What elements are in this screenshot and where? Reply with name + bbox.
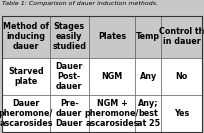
Bar [2, 95, 50, 132]
Bar [161, 95, 202, 132]
Text: Dauer
pheromone/
ascarosides: Dauer pheromone/ ascarosides [0, 99, 53, 128]
Bar [2, 58, 50, 95]
Bar [89, 58, 135, 95]
Bar [50, 16, 89, 58]
Bar [2, 16, 202, 132]
Text: Method of
inducing
dauer: Method of inducing dauer [3, 22, 49, 51]
Bar [50, 58, 89, 95]
Bar [135, 16, 161, 58]
Bar [89, 95, 135, 132]
Bar [89, 16, 135, 58]
Text: Any;
best
at 25: Any; best at 25 [136, 99, 160, 128]
Bar [161, 58, 202, 95]
Bar [2, 16, 50, 58]
Text: Pre-
dauer
Dauer: Pre- dauer Dauer [55, 99, 83, 128]
Text: No: No [175, 72, 187, 81]
Bar [135, 58, 161, 95]
Text: Any: Any [140, 72, 157, 81]
Text: Dauer
Post-
dauer: Dauer Post- dauer [55, 62, 83, 91]
Text: NGM +
pheromone/
ascarosides: NGM + pheromone/ ascarosides [85, 99, 139, 128]
Bar [135, 95, 161, 132]
Bar [50, 95, 89, 132]
Text: Plates: Plates [98, 32, 126, 41]
Text: Starved
plate: Starved plate [8, 67, 44, 86]
Bar [161, 16, 202, 58]
Text: Yes: Yes [174, 109, 189, 118]
Text: Table 1: Comparison of dauer induction methods.: Table 1: Comparison of dauer induction m… [2, 1, 158, 6]
Text: Stages
easily
studied: Stages easily studied [52, 22, 86, 51]
Text: NGM: NGM [101, 72, 123, 81]
Text: Control th
in dauer: Control th in dauer [159, 27, 204, 46]
Text: Temp: Temp [136, 32, 160, 41]
